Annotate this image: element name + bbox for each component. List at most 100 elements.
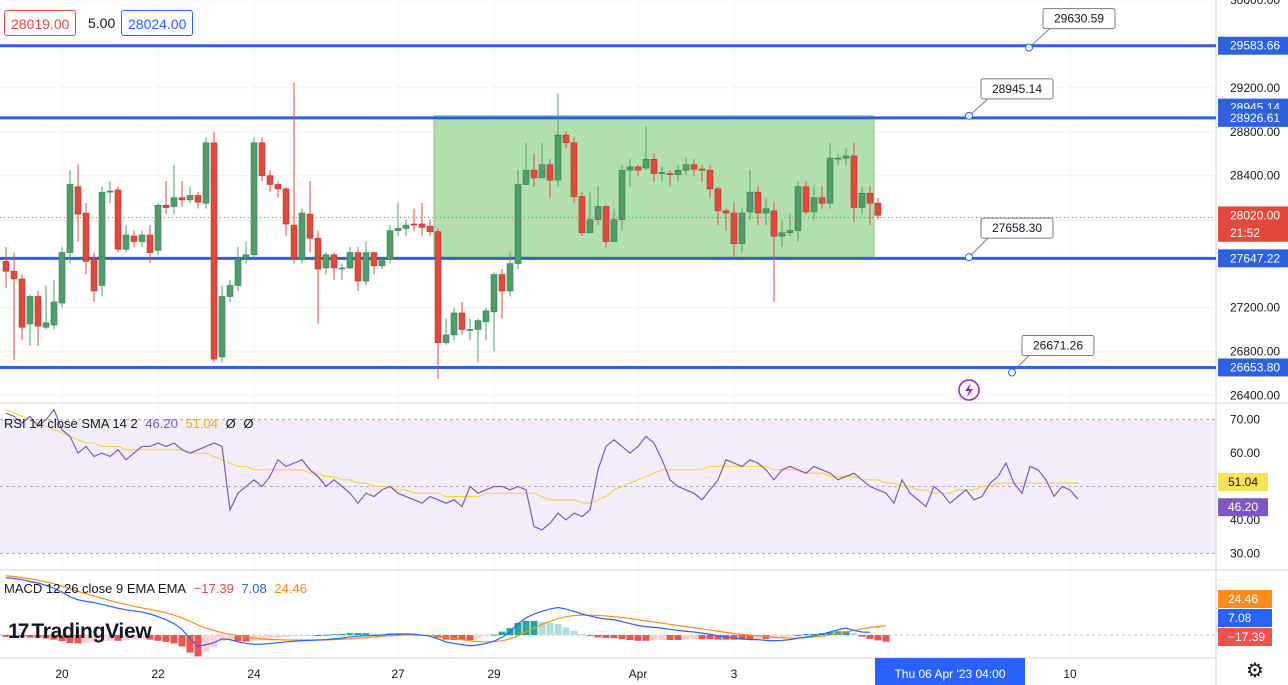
macd-histogram-bar <box>186 635 194 653</box>
macd-legend: MACD 12 26 close 9 EMA EMA −17.39 7.08 2… <box>4 581 311 596</box>
macd-histogram-bar <box>874 635 882 641</box>
callout-box <box>1042 8 1116 30</box>
candle-body <box>714 188 722 212</box>
macd-histogram-bar <box>2 635 10 637</box>
candle-body <box>706 169 714 190</box>
candle-body <box>362 252 370 282</box>
macd-value-tag <box>1218 590 1272 608</box>
candle-body <box>450 312 458 336</box>
candle-body <box>58 252 66 304</box>
macd-histogram-bar <box>346 633 354 636</box>
candle-body <box>234 258 242 286</box>
macd-histogram-bar <box>626 635 634 641</box>
macd-histogram-bar <box>466 635 474 641</box>
macd-histogram-bar <box>858 635 866 637</box>
candle-body <box>138 234 146 242</box>
price-tag <box>1218 249 1288 268</box>
macd-value-tag <box>1218 609 1272 627</box>
macd-histogram-bar <box>514 622 522 636</box>
candle-body <box>650 158 658 174</box>
macd-histogram-bar <box>74 635 82 644</box>
buy-price-button[interactable]: 28024.00 <box>121 10 194 36</box>
macd-histogram-bar <box>826 631 834 636</box>
candle-body <box>754 191 762 214</box>
price-tag <box>1218 358 1288 377</box>
macd-histogram-bar <box>242 635 250 642</box>
candle-body <box>786 230 794 234</box>
candle-body <box>522 169 530 185</box>
callout-label: 28945.14 <box>992 82 1042 96</box>
macd-histogram-bar <box>794 635 802 637</box>
macd-histogram-bar <box>810 633 818 636</box>
macd-histogram-bar <box>82 635 90 643</box>
candle-body <box>402 224 410 229</box>
crosshair-time-label: Thu 06 Apr '23 04:00 <box>894 667 1005 681</box>
macd-histogram-bar <box>202 635 210 652</box>
lightning-icon-glyph <box>965 383 973 397</box>
macd-histogram-bar <box>338 633 346 636</box>
macd-histogram-bar <box>586 635 594 637</box>
macd-signal-line <box>5 575 887 643</box>
candle-body <box>378 258 386 267</box>
gear-icon[interactable]: ⚙ <box>1246 660 1264 682</box>
price-axis-tick: 29200.00 <box>1230 81 1280 95</box>
candle-body <box>130 235 138 242</box>
macd-histogram-bar <box>482 635 490 637</box>
macd-histogram-bar <box>322 634 330 636</box>
macd-value-tag-label: 24.46 <box>1228 592 1258 606</box>
rsi-line <box>5 408 1079 531</box>
candle-body <box>738 212 746 245</box>
macd-value-tag-label: −17.39 <box>1228 630 1265 644</box>
candle-body <box>434 231 442 343</box>
price-tag <box>1218 206 1288 225</box>
macd-histogram-bar <box>226 635 234 641</box>
macd-histogram-bar <box>258 635 266 641</box>
macd-histogram-bar <box>18 635 26 637</box>
candle-body <box>682 164 690 171</box>
price-tag-label: 21:52 <box>1230 226 1260 240</box>
macd-histogram-bar <box>882 635 890 642</box>
macd-histogram-bar <box>610 635 618 639</box>
candle-body <box>538 164 546 179</box>
macd-histogram-bar <box>354 633 362 636</box>
time-axis-tick: Apr <box>629 667 648 681</box>
macd-histogram-bar <box>866 635 874 639</box>
time-axis-tick: 27 <box>391 667 405 681</box>
price-axis-tick: 28400.00 <box>1230 169 1280 183</box>
macd-histogram-bar <box>298 635 306 637</box>
macd-histogram-bar <box>170 635 178 644</box>
callout-anchor <box>1008 368 1016 377</box>
candle-body <box>210 142 218 360</box>
price-tag <box>1218 36 1288 55</box>
macd-histogram-bar <box>690 635 698 640</box>
macd-histogram-bar <box>218 635 226 642</box>
macd-histogram-bar <box>786 635 794 637</box>
candle-body <box>258 142 266 176</box>
macd-histogram-bar <box>106 635 114 641</box>
macd-histogram-bar <box>730 635 738 640</box>
candle-body <box>242 254 250 259</box>
macd-histogram-bar <box>594 635 602 638</box>
candle-body <box>466 329 474 331</box>
sell-price-button[interactable]: 28019.00 <box>4 10 77 36</box>
macd-histogram-bar <box>698 635 706 640</box>
candle-body <box>154 205 162 251</box>
macd-histogram-bar <box>450 635 458 641</box>
macd-histogram-bar <box>850 632 858 636</box>
macd-histogram-bar <box>682 635 690 640</box>
callout-pointer <box>1011 354 1031 373</box>
candle-body <box>314 237 322 270</box>
time-axis-tick: 10 <box>1063 667 1077 681</box>
macd-histogram-bar <box>666 635 674 641</box>
candle-body <box>354 252 362 282</box>
crosshair-time-tag <box>875 658 1025 685</box>
price-axis-tick: 27200.00 <box>1230 300 1280 314</box>
macd-histogram-bar <box>362 633 370 636</box>
macd-histogram-bar <box>474 635 482 639</box>
candle-body <box>850 155 858 208</box>
macd-histogram-bar <box>458 635 466 641</box>
macd-histogram-bar <box>842 631 850 636</box>
macd-histogram-bar <box>370 633 378 636</box>
macd-histogram-bar <box>162 635 170 642</box>
